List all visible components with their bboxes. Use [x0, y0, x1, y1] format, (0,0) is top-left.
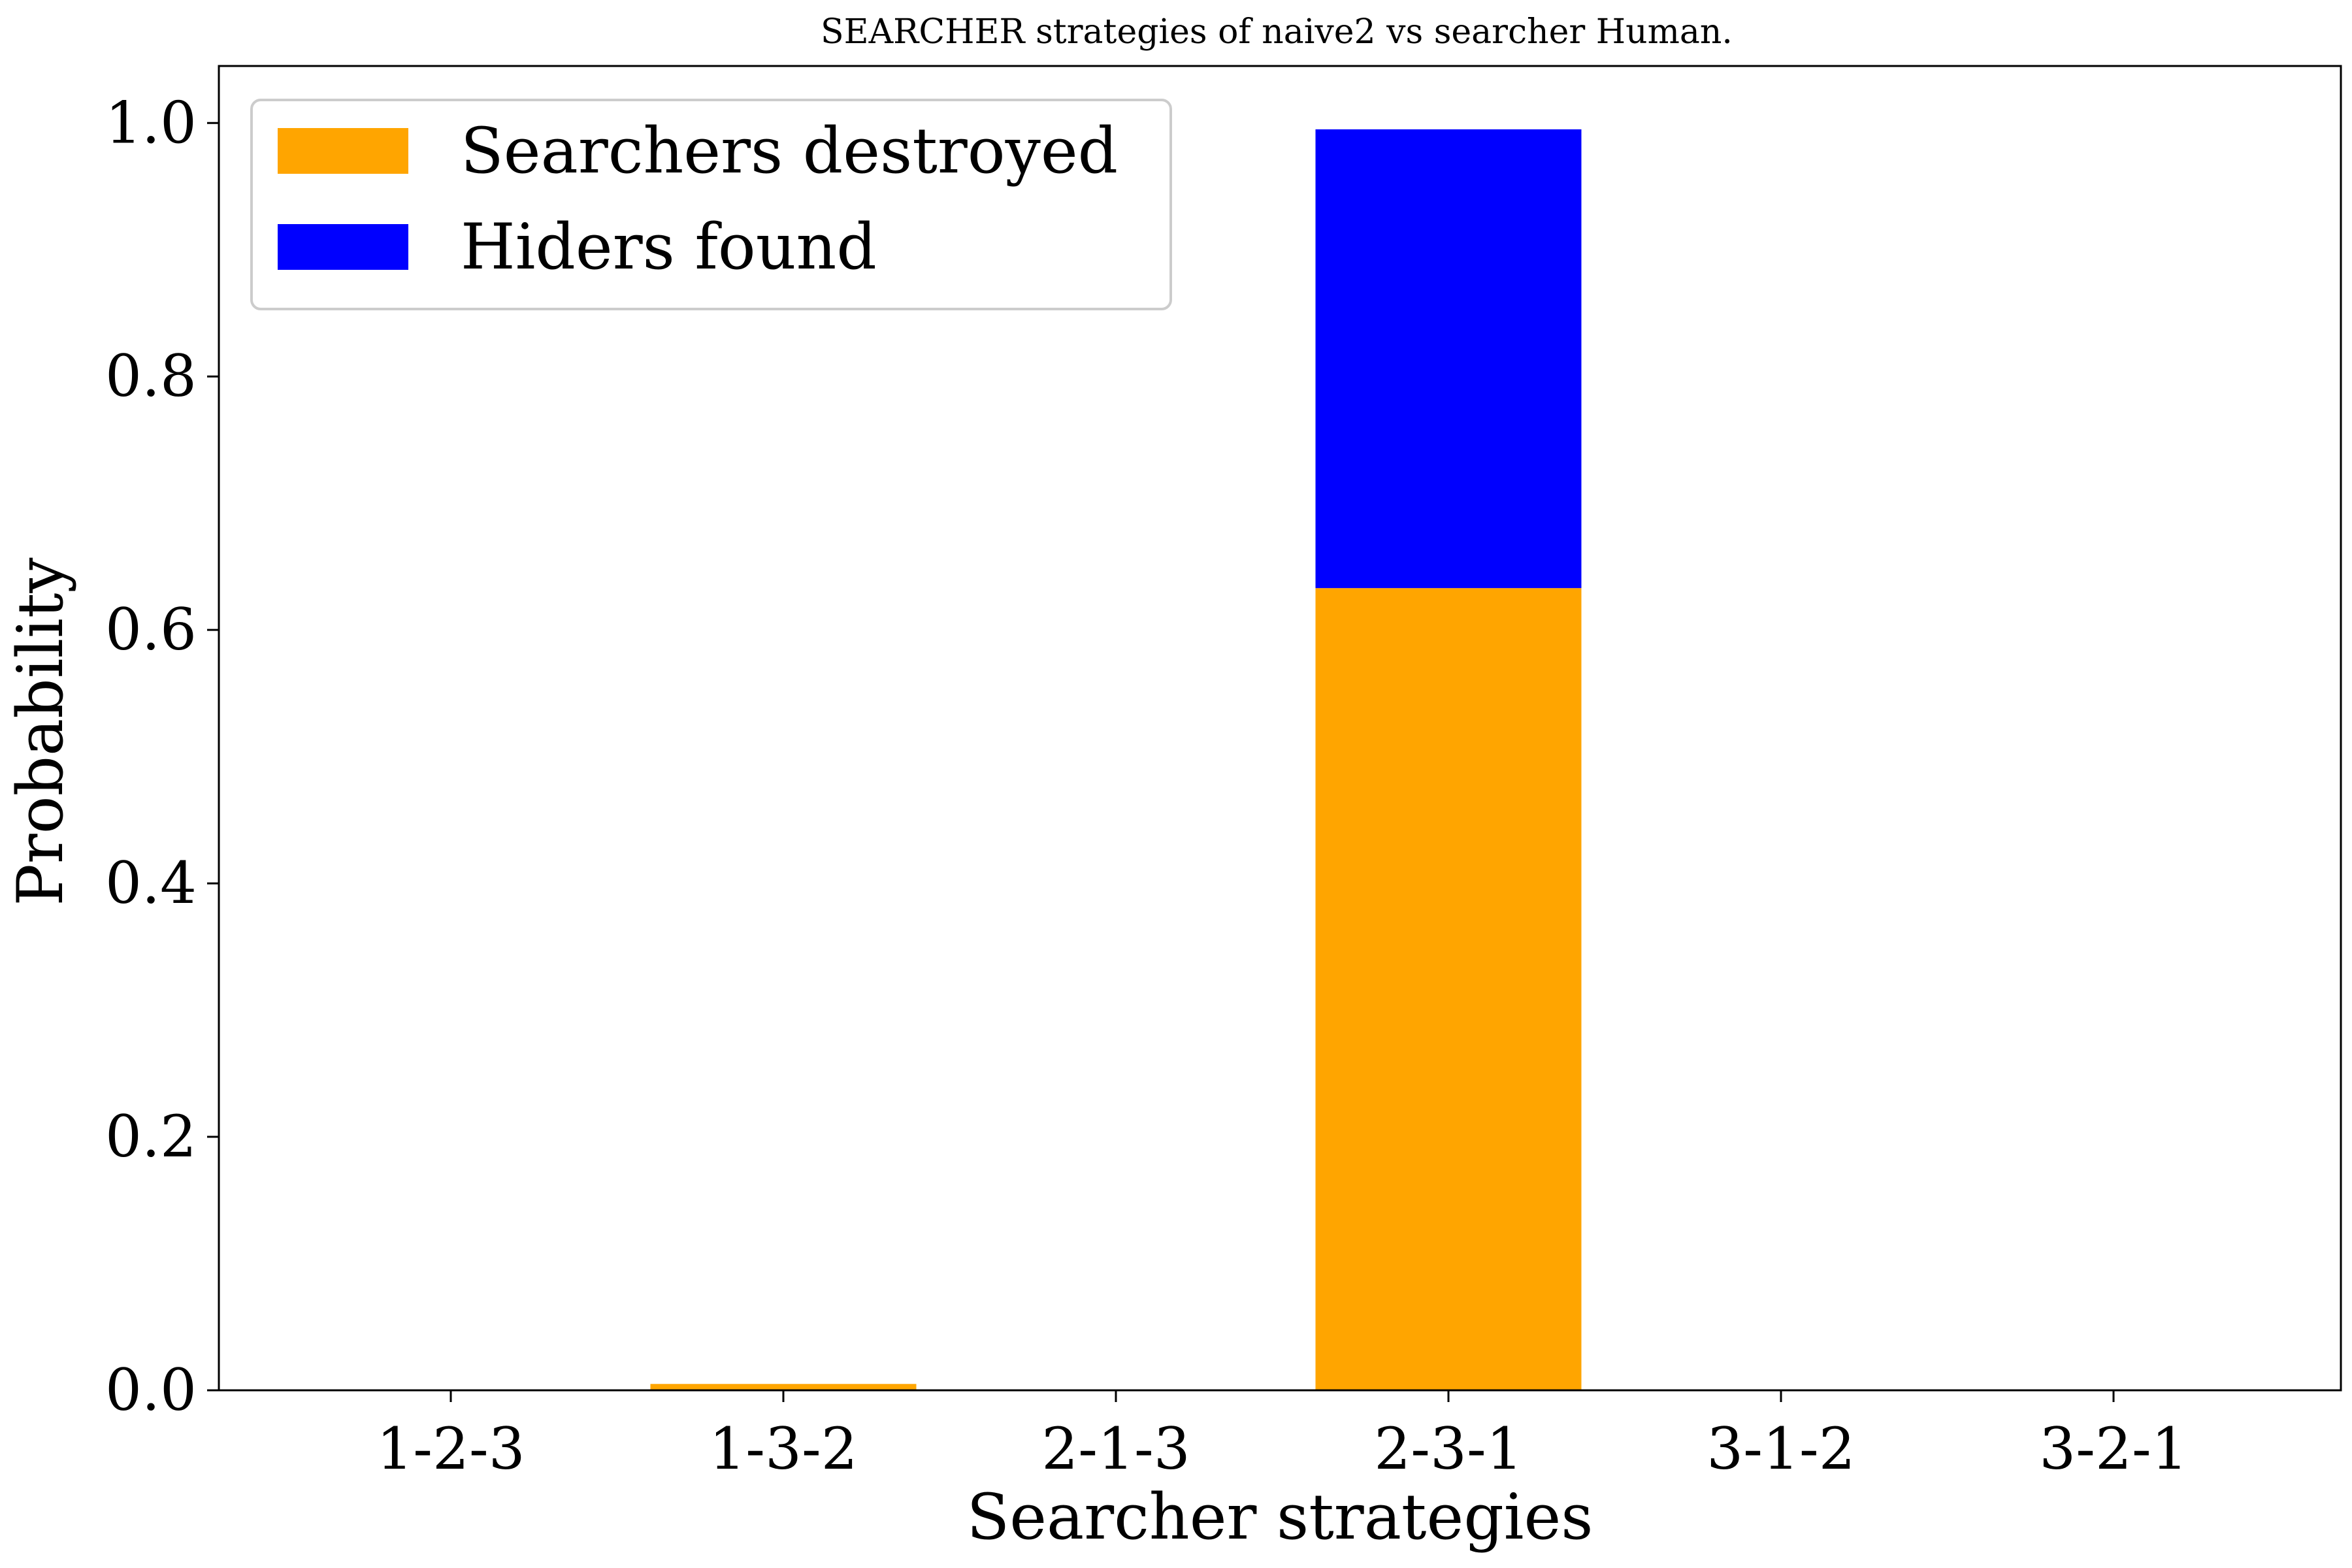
- y-tick-label: 0.2: [105, 1103, 197, 1170]
- legend: Searchers destroyed Hiders found: [250, 99, 1172, 310]
- x-tick-label: 1-3-2: [709, 1415, 857, 1482]
- x-axis-label: Searcher strategies: [966, 1480, 1593, 1554]
- y-tick-label: 0.0: [105, 1356, 197, 1424]
- plot-frame: [218, 65, 2342, 1392]
- bar-2-3-1-series-1: [1315, 129, 1582, 589]
- legend-box: [250, 99, 1172, 310]
- x-tick-label: 2-1-3: [1041, 1415, 1190, 1482]
- bars-group: [650, 129, 1582, 1390]
- y-tick-label: 0.6: [105, 596, 197, 663]
- x-tick-label: 1-2-3: [376, 1415, 525, 1482]
- y-tick-label: 0.8: [105, 342, 197, 410]
- x-tick-label: 3-2-1: [2039, 1415, 2187, 1482]
- legend-swatch-hiders-found: [278, 224, 408, 270]
- y-axis-ticks: 0.0 0.2 0.4 0.6 0.8 1.0: [105, 89, 219, 1424]
- y-tick-label: 1.0: [105, 89, 197, 156]
- bar-1-3-2-series-0: [650, 1384, 917, 1390]
- chart-title: SEARCHER strategies of naive2 vs searche…: [821, 12, 1733, 52]
- legend-swatch-searchers-destroyed: [278, 128, 408, 174]
- y-axis-label: Probability: [4, 557, 77, 906]
- y-tick-label: 0.4: [105, 849, 197, 917]
- x-axis-ticks: 1-2-3 1-3-2 2-1-3 2-3-1 3-1-2 3-2-1: [376, 1390, 2188, 1482]
- x-tick-label: 3-1-2: [1707, 1415, 1855, 1482]
- legend-label-searchers-destroyed: Searchers destroyed: [461, 114, 1118, 188]
- legend-label-hiders-found: Hiders found: [461, 210, 877, 284]
- bar-2-3-1-series-0: [1315, 588, 1582, 1390]
- x-tick-label: 2-3-1: [1374, 1415, 1522, 1482]
